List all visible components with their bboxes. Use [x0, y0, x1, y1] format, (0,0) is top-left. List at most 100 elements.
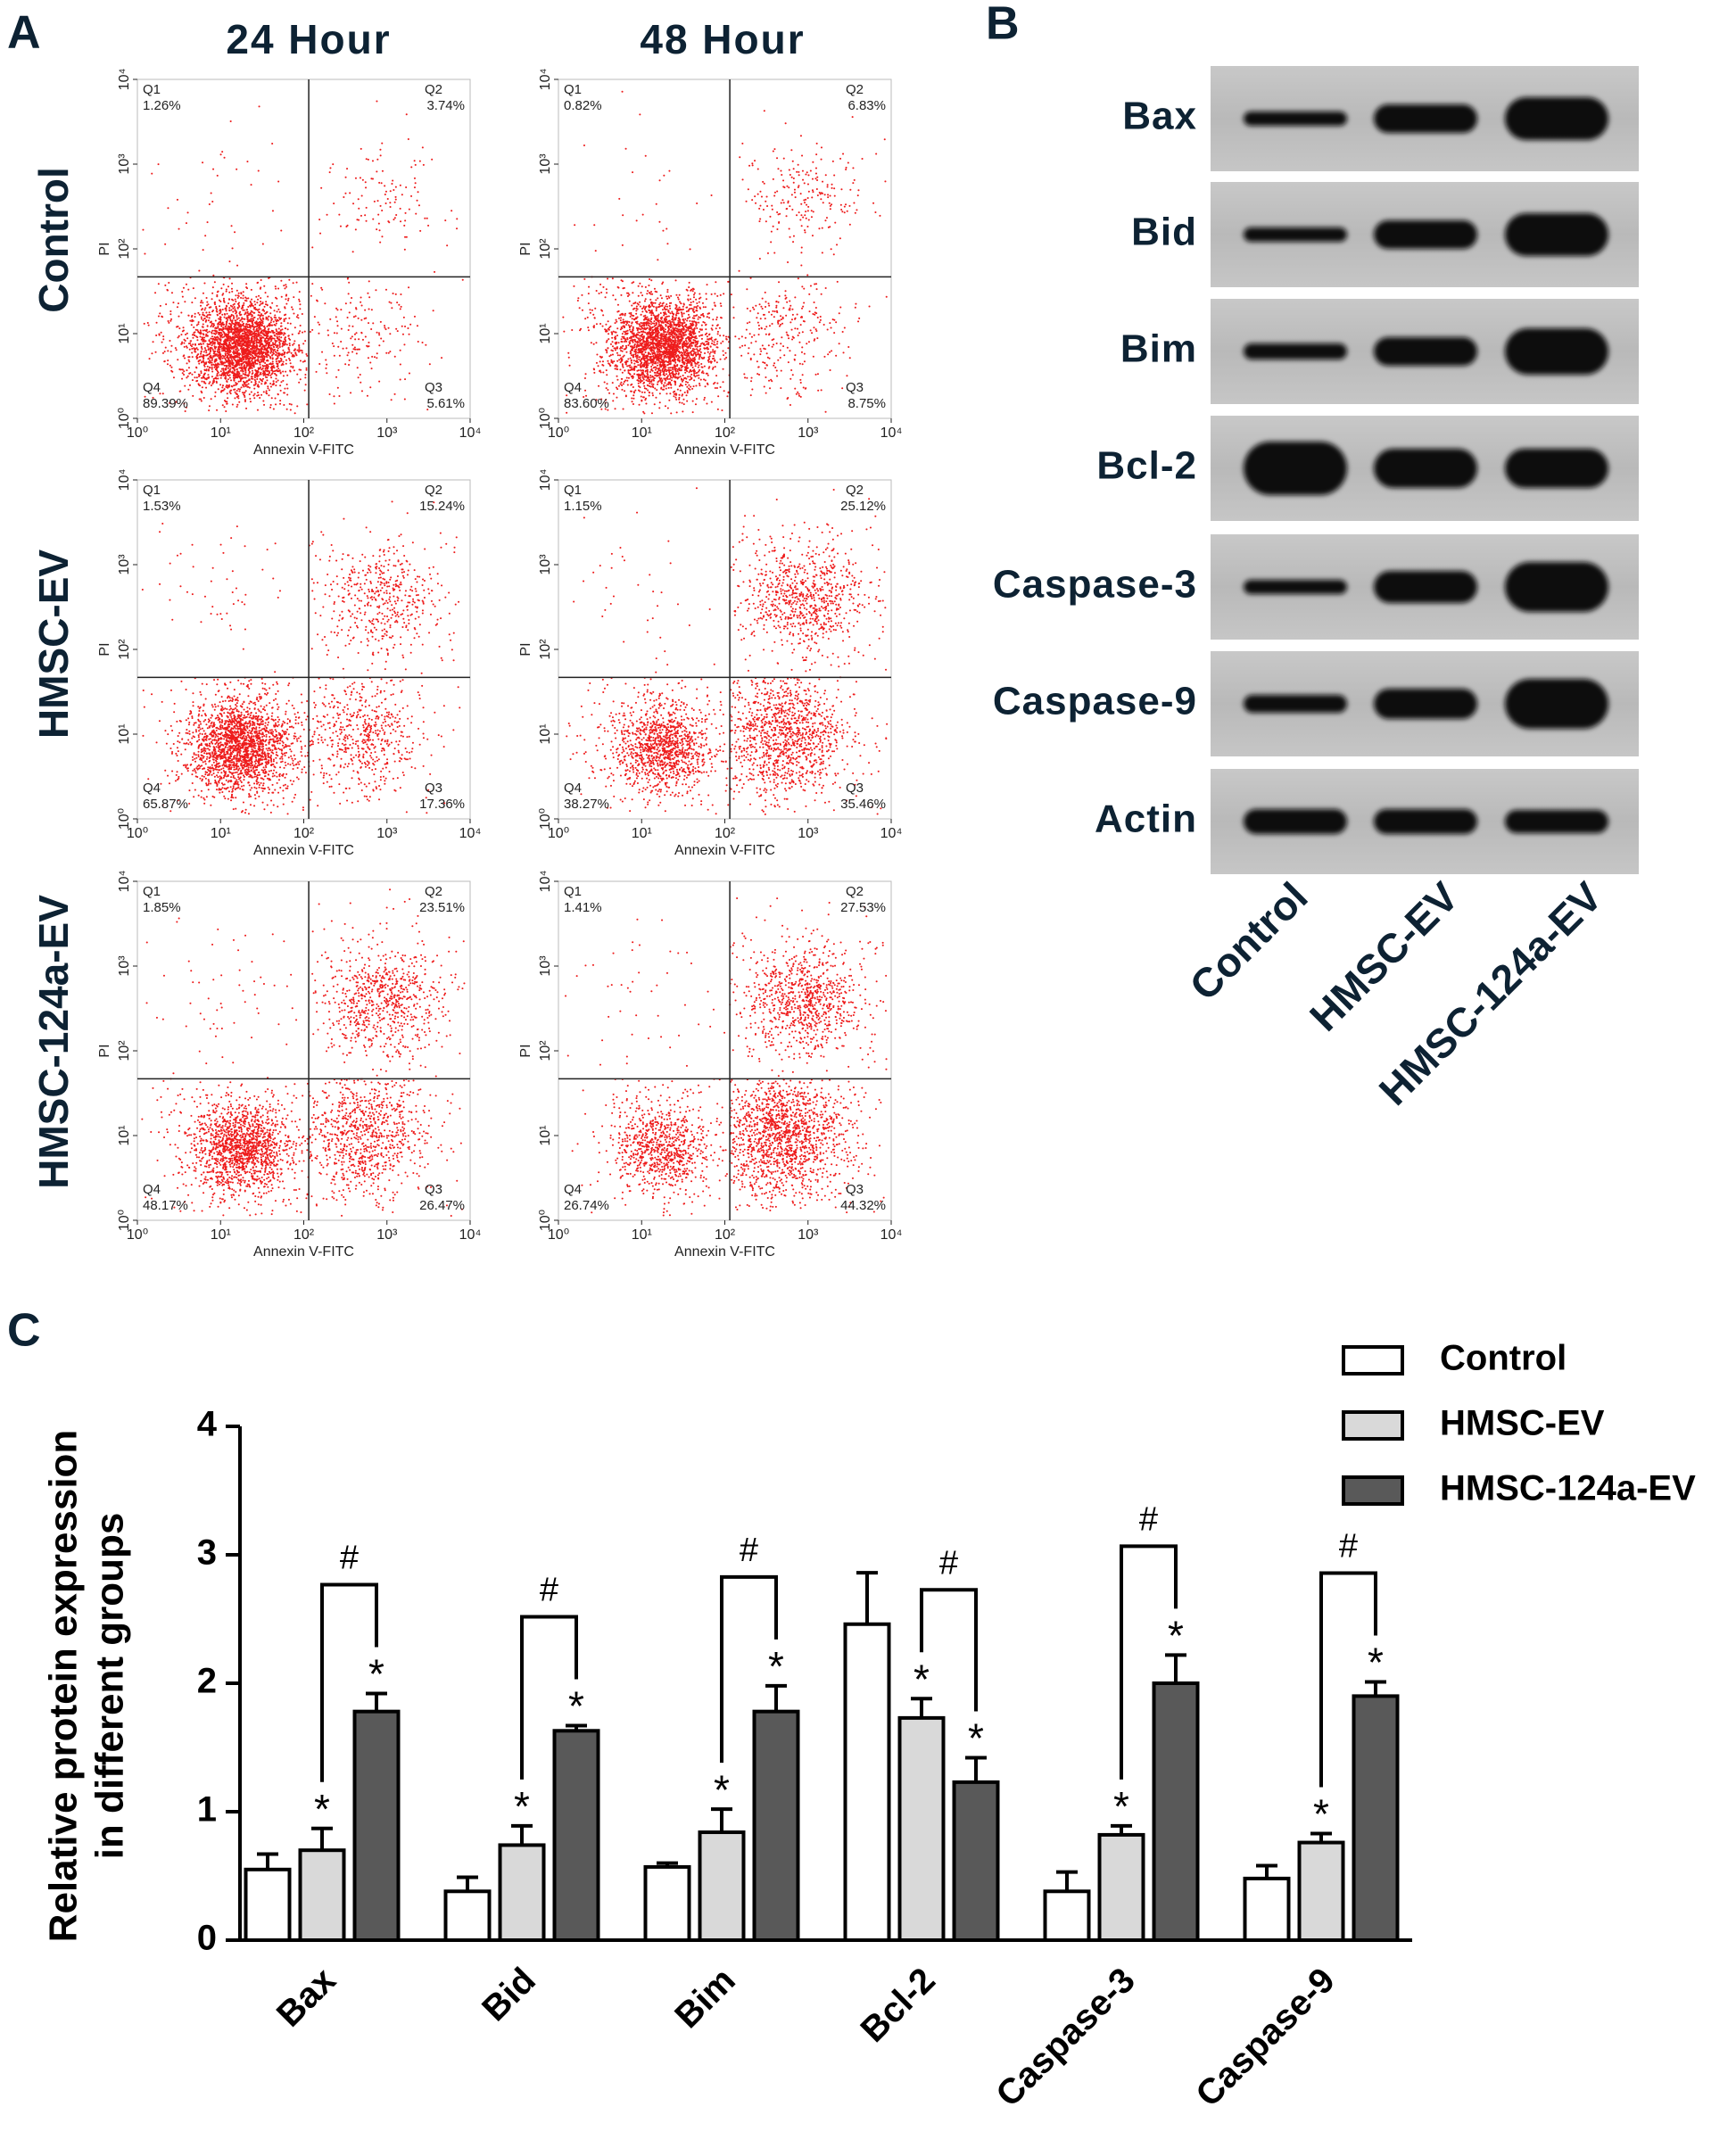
quadrant-percent: 89.39%: [143, 396, 188, 411]
quadrant-name: Q2: [425, 483, 442, 498]
column-title: 24 Hour: [226, 16, 391, 62]
x-tick-label: 10¹: [632, 826, 652, 841]
x-tick-label: 10⁴: [459, 1227, 482, 1243]
event-dots: [141, 500, 461, 815]
quadrant-percent: 48.17%: [143, 1198, 188, 1213]
x-tick-label: 10²: [293, 826, 315, 841]
y-tick-label: 10¹: [538, 723, 553, 744]
comparison-bracket: [1120, 1544, 1178, 1780]
bar: [1152, 1681, 1200, 1942]
significance-star: *: [568, 1683, 584, 1730]
plot-frame: [136, 78, 471, 419]
y-tick-label: 10¹: [117, 1125, 132, 1145]
comparison-bracket: [920, 1588, 978, 1712]
plot-frame: [558, 880, 892, 1221]
y-tick-label: 10²: [538, 238, 553, 260]
blot-band: [1374, 104, 1477, 133]
bar: [1043, 1889, 1091, 1943]
quadrant-percent: 65.87%: [143, 797, 188, 812]
blot-band: [1374, 689, 1477, 719]
quadrant-name: Q3: [846, 1182, 864, 1197]
significance-star: *: [368, 1651, 384, 1698]
quadrant-name: Q1: [564, 884, 582, 899]
protein-label: Caspase-9: [993, 680, 1197, 723]
column-title: 48 Hour: [640, 16, 805, 62]
x-tick-label: 10⁰: [548, 826, 569, 841]
blot-band: [1505, 97, 1608, 140]
quadrant-percent: 25.12%: [840, 499, 886, 514]
plot-frame: [558, 479, 892, 820]
bar: [1097, 1832, 1145, 1942]
y-tick-label: 10²: [538, 1040, 553, 1062]
x-tick-label: 10⁴: [880, 1227, 903, 1243]
bar: [952, 1780, 1000, 1942]
bar: [752, 1709, 800, 1943]
row-title: Control: [30, 167, 77, 313]
y-tick-label: 10¹: [117, 323, 132, 343]
y-tick-label: 10⁴: [538, 469, 553, 492]
y-tick-label: 10⁴: [538, 69, 553, 91]
panel-label: B: [986, 0, 1020, 50]
blot-band: [1374, 449, 1477, 488]
comparison-bracket: [720, 1574, 778, 1764]
quadrant-percent: 1.26%: [143, 98, 181, 113]
quadrant-name: Q4: [564, 380, 582, 395]
quadrant-percent: 6.83%: [847, 98, 886, 113]
comparison-label: #: [939, 1544, 958, 1582]
comparison-label: #: [1139, 1500, 1158, 1538]
bar: [843, 1622, 891, 1942]
quadrant-percent: 26.47%: [419, 1198, 465, 1213]
y-tick-label: 10⁴: [117, 469, 132, 492]
x-tick-label: 10³: [798, 1227, 819, 1243]
blot-band: [1374, 571, 1477, 603]
quadrant-percent: 44.32%: [840, 1198, 886, 1213]
quadrant-percent: 38.27%: [564, 797, 609, 812]
quadrant-name: Q3: [425, 380, 442, 395]
x-tick-label: 10⁴: [459, 826, 482, 841]
bar: [698, 1830, 746, 1943]
x-axis-label: Annexin V-FITC: [674, 1244, 775, 1260]
y-tick-label: 10³: [117, 955, 132, 977]
quadrant-name: Q2: [425, 82, 442, 97]
blot-band: [1244, 580, 1347, 594]
blot-band: [1505, 562, 1608, 612]
quadrant-name: Q4: [143, 1182, 161, 1197]
blot-band: [1244, 809, 1347, 834]
quadrant-name: Q1: [564, 82, 582, 97]
legend-label: HMSC-124a-EV: [1440, 1469, 1696, 1508]
y-axis-label: in different groups: [88, 1513, 132, 1860]
quadrant-name: Q3: [846, 380, 864, 395]
x-tick-label: 10⁰: [127, 1227, 148, 1243]
event-dots: [141, 888, 466, 1217]
quadrant-name: Q2: [846, 483, 864, 498]
y-tick-label: 2: [197, 1662, 217, 1701]
quadrant-name: Q1: [143, 884, 161, 899]
quadrant-name: Q1: [143, 483, 161, 498]
x-tick-label: 10¹: [211, 425, 231, 441]
bar: [1297, 1840, 1345, 1943]
x-tick-label: 10¹: [632, 425, 652, 441]
quadrant-percent: 26.74%: [564, 1198, 609, 1213]
blot-band: [1505, 213, 1608, 256]
x-axis-label: Annexin V-FITC: [674, 843, 775, 858]
blot-band: [1505, 679, 1608, 729]
x-axis-label: Annexin V-FITC: [253, 843, 354, 858]
row-title: HMSC-EV: [30, 549, 77, 739]
x-tick-label: Bax: [269, 1961, 343, 2035]
y-tick-label: 10³: [538, 554, 553, 575]
y-tick-label: 10⁴: [538, 871, 553, 893]
quadrant-name: Q4: [564, 1182, 582, 1197]
quadrant-name: Q3: [425, 781, 442, 796]
plot-frame: [558, 78, 892, 419]
x-tick-label: 10¹: [632, 1227, 652, 1243]
blot-band: [1244, 442, 1347, 495]
x-tick-label: Bid: [475, 1961, 543, 2029]
quadrant-percent: 1.85%: [143, 900, 181, 915]
quadrant-name: Q1: [564, 483, 582, 498]
x-tick-label: Bcl-2: [854, 1961, 943, 2050]
y-tick-label: 10⁴: [117, 871, 132, 893]
blot-band: [1505, 449, 1608, 488]
quadrant-percent: 1.15%: [564, 499, 602, 514]
x-tick-label: Caspase-9: [1188, 1961, 1343, 2115]
